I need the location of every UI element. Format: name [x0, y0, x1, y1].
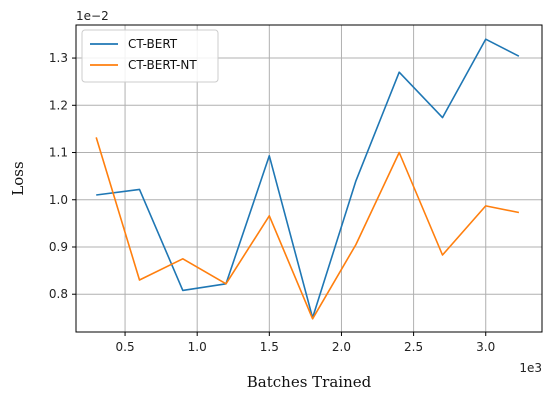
x-axis-label: Batches Trained [247, 373, 372, 391]
x-tick-label: 1.0 [188, 340, 207, 354]
x-tick-label: 0.5 [116, 340, 135, 354]
legend: CT-BERT CT-BERT-NT [81, 29, 219, 83]
series-line-ct-bert-nt [95, 137, 520, 320]
x-tick-label: 1.5 [260, 340, 279, 354]
x-tick-label: 2.5 [404, 340, 423, 354]
y-tick-label: 0.9 [49, 240, 68, 254]
plot-frame [75, 24, 543, 333]
y-tick-label: 1.0 [49, 193, 68, 207]
y-axis-label: Loss [9, 161, 27, 195]
y-tick-label: 1.2 [49, 98, 68, 112]
y-tick-label: 1.1 [49, 146, 68, 160]
y-offset-label: 1e−2 [76, 9, 109, 23]
y-tick-label: 0.8 [49, 287, 68, 301]
series-layer [95, 38, 520, 320]
x-tick-label: 2.0 [332, 340, 351, 354]
x-tick-label: 3.0 [476, 340, 495, 354]
legend-label: CT-BERT [128, 37, 178, 51]
x-offset-label: 1e3 [519, 361, 542, 375]
tick-layer: 0.5 1.0 1.5 2.0 2.5 3.0 0.8 0.9 1.0 1.1 1.2 1.3 [49, 51, 495, 354]
legend-box [81, 29, 219, 83]
y-tick-label: 1.3 [49, 51, 68, 65]
legend-label: CT-BERT-NT [128, 58, 197, 72]
